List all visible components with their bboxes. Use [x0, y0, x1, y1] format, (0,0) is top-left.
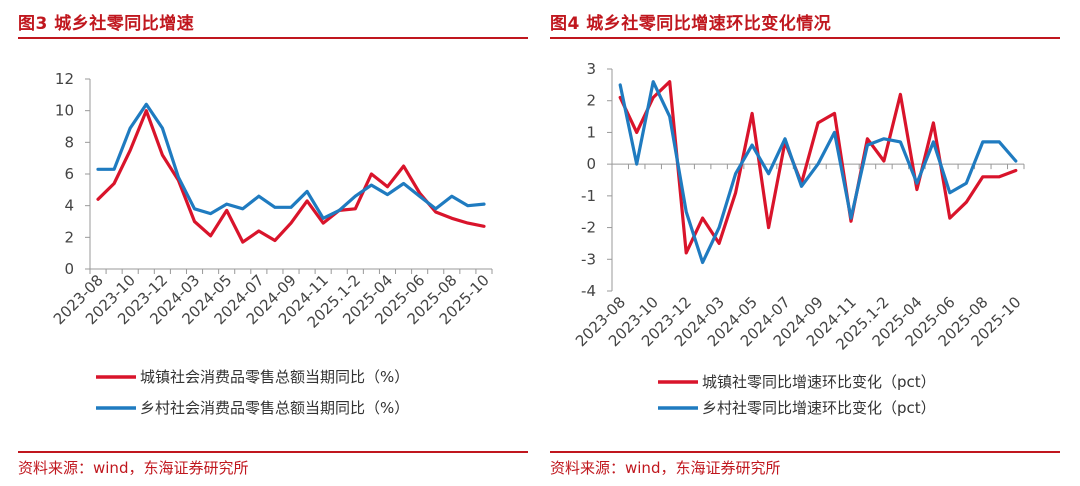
y-tick-label: -2 [581, 219, 596, 237]
urban-rural-mom-change-chart: -4-3-2-101232023-082023-102023-122024-03… [572, 60, 1025, 417]
y-tick-label: 2 [586, 92, 596, 110]
y-tick-label: -3 [581, 250, 596, 268]
legend-label-rural: 乡村社零同比增速环比变化（pct） [702, 399, 936, 417]
figure-title: 图4 城乡社零同比增速环比变化情况 [550, 14, 832, 34]
source-note: 资料来源：wind，东海证券研究所 [550, 459, 781, 477]
y-tick-label: 3 [586, 60, 596, 78]
figure-4-panel: 图4 城乡社零同比增速环比变化情况 -4 -3 -2 -1 0 1 2 3 2023-08 202… [550, 0, 1060, 486]
y-tick-label: 6 [64, 165, 74, 183]
y-tick-label: -1 [581, 187, 596, 205]
figure-3-panel: 图3 城乡社零同比增速 0 2 4 6 8 10 12 2023-08 2023-10 2023-… [18, 0, 528, 486]
y-tick-label: 2 [64, 228, 74, 246]
y-tick-label: 0 [586, 155, 596, 173]
series-line-rural [618, 80, 1018, 265]
y-tick-label: 10 [55, 102, 74, 120]
legend-label-rural: 乡村社会消费品零售总额当期同比（%） [140, 399, 409, 417]
y-tick-label: 8 [64, 133, 74, 151]
series-line-rural [96, 102, 486, 220]
legend-label-urban: 城镇社会消费品零售总额当期同比（%） [140, 368, 409, 386]
series-line-urban [618, 80, 1018, 255]
title-divider [18, 37, 528, 39]
y-tick-label: 4 [64, 197, 74, 215]
figure-title: 图3 城乡社零同比增速 [18, 14, 195, 34]
legend-label-urban: 城镇社零同比增速环比变化（pct） [702, 373, 936, 391]
y-tick-label: 0 [64, 260, 74, 278]
source-divider [18, 451, 528, 453]
source-divider [550, 451, 1060, 453]
y-tick-label: -4 [581, 282, 596, 300]
urban-rural-yoy-chart: 0246810122023-082023-102023-122024-03202… [50, 70, 493, 417]
y-tick-label: 12 [55, 70, 74, 88]
series-line-urban [96, 109, 486, 244]
title-divider [550, 37, 1060, 39]
source-note: 资料来源：wind，东海证券研究所 [18, 459, 249, 477]
y-tick-label: 1 [586, 123, 596, 141]
